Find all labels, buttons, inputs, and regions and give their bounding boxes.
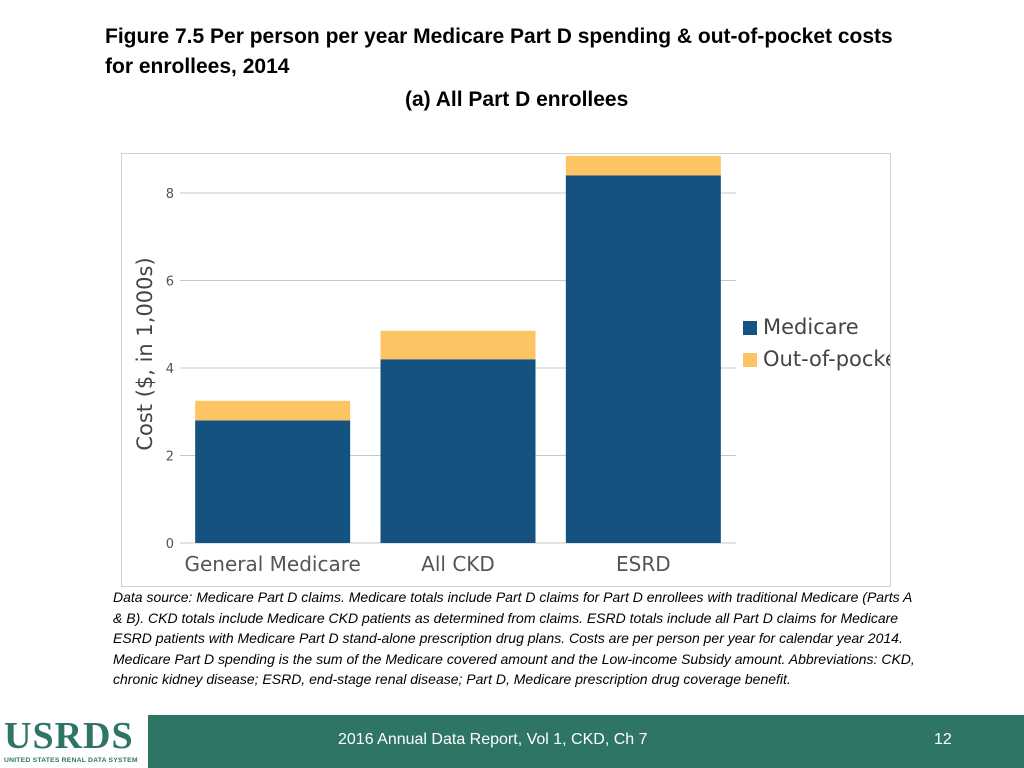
y-axis-label: Cost ($, in 1,000s) <box>133 257 157 450</box>
legend-swatch <box>743 321 757 335</box>
bar-medicare-1 <box>380 359 536 543</box>
y-tick-label: 8 <box>166 187 174 202</box>
y-tick-label: 6 <box>166 275 174 290</box>
footer-bar: USRDS UNITED STATES RENAL DATA SYSTEM 20… <box>0 715 1024 768</box>
bar-out-of-pocket-2 <box>565 155 721 176</box>
x-category-label: General Medicare <box>185 552 361 576</box>
figure-subtitle: (a) All Part D enrollees <box>405 88 629 111</box>
chart-container: 0 2 4 6 8 General Medicare All CKD ESRD Cost (… <box>121 153 891 587</box>
data-source-note: Data source: Medicare Part D claims. Med… <box>113 589 915 687</box>
x-category-label: ESRD <box>616 552 671 576</box>
x-category-label: All CKD <box>421 552 495 576</box>
bar-medicare-0 <box>195 420 351 543</box>
logo-subtitle: UNITED STATES RENAL DATA SYSTEM <box>4 757 138 764</box>
y-tick-label: 2 <box>166 450 174 465</box>
legend-label: Out-of-pocket <box>763 347 890 371</box>
y-tick-label: 0 <box>166 537 174 552</box>
stacked-bar-chart: 0 2 4 6 8 General Medicare All CKD ESRD Cost (… <box>133 155 890 576</box>
bar-out-of-pocket-1 <box>380 330 536 360</box>
report-label: 2016 Annual Data Report, Vol 1, CKD, Ch … <box>338 731 648 748</box>
y-tick-label: 4 <box>166 362 174 377</box>
bar-medicare-2 <box>565 175 721 543</box>
legend-label: Medicare <box>763 315 859 339</box>
page-number: 12 <box>934 731 952 748</box>
usrds-logo: USRDS UNITED STATES RENAL DATA SYSTEM <box>0 715 148 768</box>
bar-out-of-pocket-0 <box>195 400 351 421</box>
figure-title: Figure 7.5 Per person per year Medicare … <box>105 25 893 78</box>
legend-swatch <box>743 353 757 367</box>
logo-wordmark: USRDS <box>4 715 134 757</box>
